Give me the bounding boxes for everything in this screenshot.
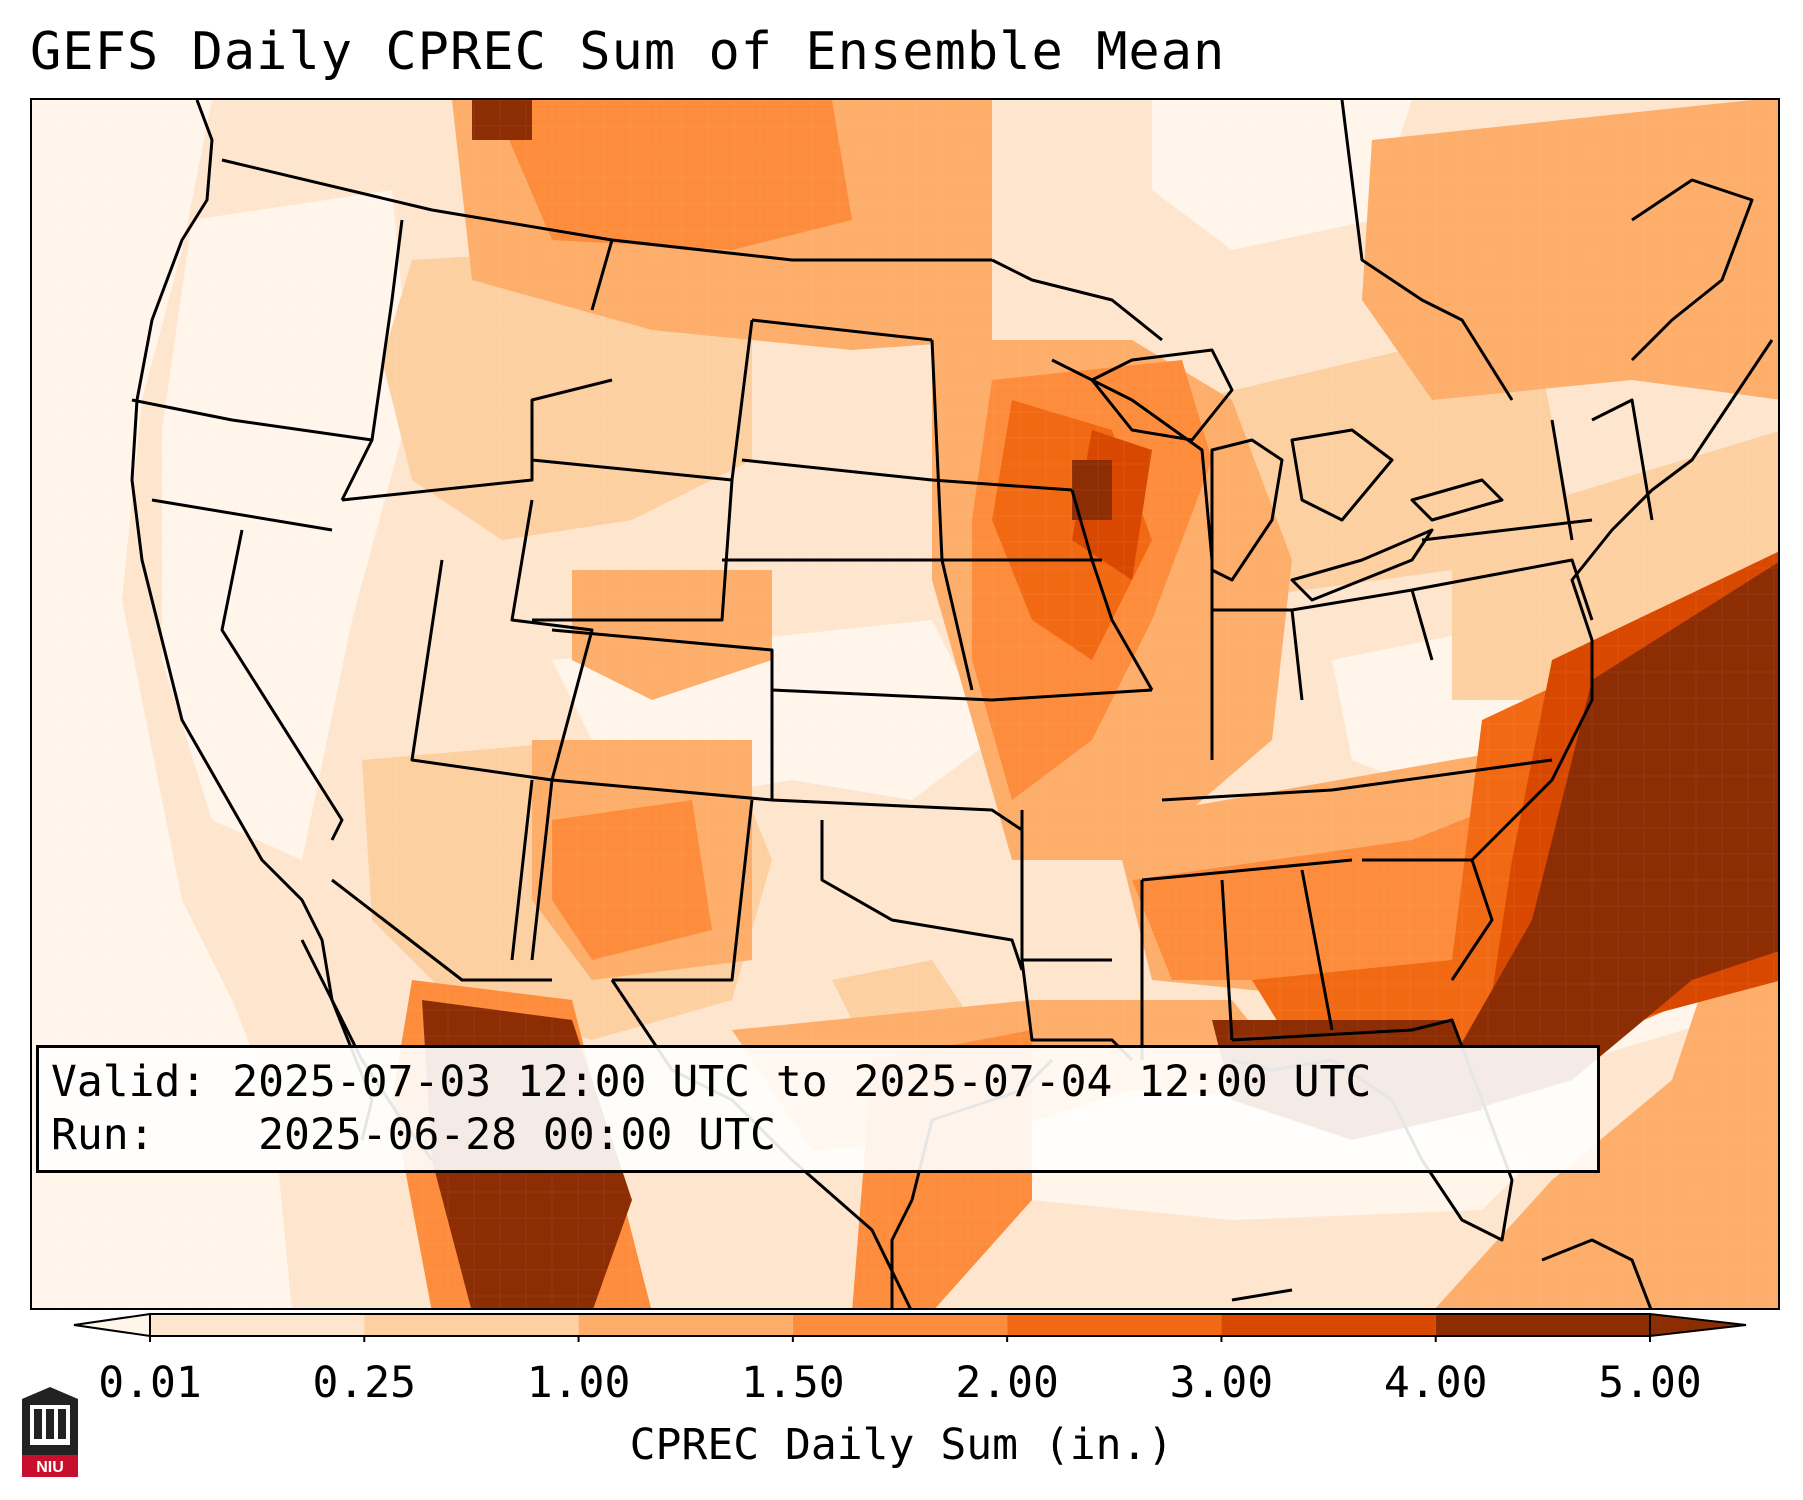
niu-logo-icon: NIU — [22, 1387, 78, 1477]
colorbar-tick-label: 1.00 — [526, 1358, 631, 1408]
colorbar-tick-label: 5.00 — [1598, 1358, 1702, 1408]
colorbar-segment — [1435, 1314, 1650, 1336]
colorbar-tick-label: 1.50 — [741, 1358, 845, 1408]
valid-run-info-box: Valid: 2025-07-03 12:00 UTC to 2025-07-0… — [36, 1045, 1600, 1173]
colorbar-tick-label: 0.25 — [312, 1358, 417, 1408]
colorbar-tick-label: 0.01 — [98, 1358, 202, 1408]
colorbar-tick-label: 2.00 — [955, 1358, 1059, 1408]
colorbar-segment — [792, 1314, 1008, 1336]
run-label: Run: — [51, 1110, 155, 1160]
colorbar-extend-high — [1649, 1312, 1747, 1338]
valid-label: Valid: — [51, 1057, 207, 1107]
colorbar — [73, 1312, 1747, 1342]
colorbar-segment — [578, 1314, 793, 1336]
colorbar-segment — [364, 1314, 579, 1336]
colorbar-tick-label: 4.00 — [1383, 1358, 1488, 1408]
colorbar-extend-low — [73, 1312, 151, 1338]
colorbar-segment — [150, 1314, 365, 1336]
valid-time-range: 2025-07-03 12:00 UTC to 2025-07-04 12:00… — [232, 1057, 1372, 1107]
logo-text: NIU — [36, 1459, 64, 1476]
colorbar-segment — [1007, 1314, 1222, 1336]
colorbar-tick-label: 3.00 — [1169, 1358, 1274, 1408]
run-time: 2025-06-28 00:00 UTC — [258, 1110, 776, 1160]
chart-title: GEFS Daily CPREC Sum of Ensemble Mean — [30, 22, 1226, 82]
colorbar-label: CPREC Daily Sum (in.) — [629, 1420, 1174, 1470]
state-boundaries — [130, 100, 1774, 1308]
colorbar-segment — [1221, 1314, 1436, 1336]
colorbar-outline — [149, 1313, 1651, 1337]
